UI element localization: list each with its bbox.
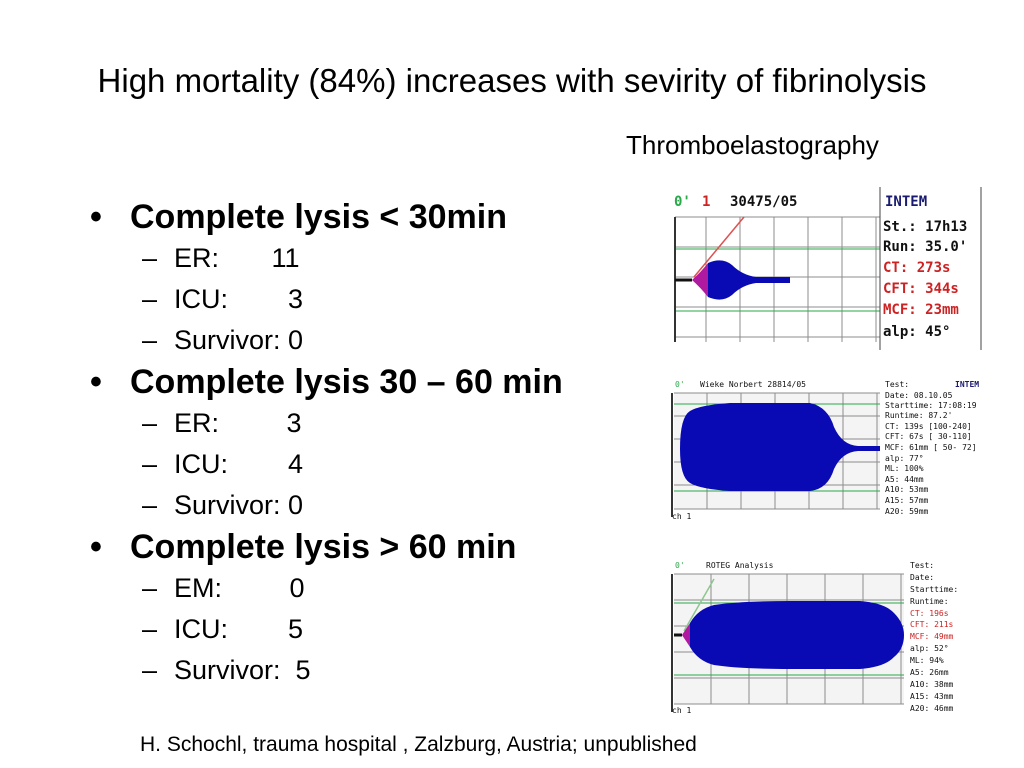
dash-icon: – bbox=[142, 573, 158, 603]
bullet-lysis-under-30: • Complete lysis < 30min bbox=[90, 196, 563, 238]
teg3-row: A10: 38mm bbox=[910, 680, 954, 689]
dash-icon: – bbox=[142, 490, 158, 520]
teg-trace-image-3: 0' ROTEG Analysis Test: Date: Starttime:… bbox=[670, 557, 976, 717]
sub-bullet-text: Survivor: 0 bbox=[174, 490, 304, 520]
sub-bullet: – Survivor: 0 bbox=[90, 485, 563, 526]
slide-title: High mortality (84%) increases with sevi… bbox=[97, 62, 927, 99]
teg2-row: A5: 44mm bbox=[885, 475, 924, 484]
sub-bullet: – ICU: 4 bbox=[90, 444, 563, 485]
teg2-row: Runtime: 87.2' bbox=[885, 411, 952, 420]
teg1-row: St.: 17h13 bbox=[883, 219, 967, 235]
bullet-label: Complete lysis 30 – 60 min bbox=[130, 363, 563, 401]
teg3-row: Runtime: bbox=[910, 597, 949, 606]
teg2-channel-label: ch 1 bbox=[672, 512, 691, 521]
teg1-row: Run: 35.0' bbox=[883, 239, 967, 255]
bullet-list: • Complete lysis < 30min – ER: 11 – ICU: 3 … bbox=[90, 196, 563, 691]
dash-icon: – bbox=[142, 408, 158, 438]
teg2-row: MCF: 61mm [ 50- 72] bbox=[885, 443, 977, 452]
dash-icon: – bbox=[142, 614, 158, 644]
sub-bullet: – ICU: 5 bbox=[90, 609, 563, 650]
teg2-row: A10: 53mm bbox=[885, 485, 929, 494]
teg3-row: MCF: 49mm bbox=[910, 632, 954, 641]
slide-subtitle: Thromboelastography bbox=[626, 130, 879, 160]
teg2-row: Starttime: 17:08:19 bbox=[885, 401, 977, 410]
teg3-row: ML: 94% bbox=[910, 656, 944, 665]
teg3-row: CT: 196s bbox=[910, 609, 949, 618]
teg1-time-label: 0' bbox=[674, 194, 691, 210]
sub-bullet-text: ICU: 5 bbox=[174, 614, 304, 644]
dash-icon: – bbox=[142, 449, 158, 479]
citation-footer: H. Schochl, trauma hospital , Zalzburg, … bbox=[140, 733, 697, 756]
sub-bullet: – Survivor: 0 bbox=[90, 320, 563, 361]
teg1-row: CFT: 344s bbox=[883, 281, 959, 297]
teg1-row: MCF: 23mm bbox=[883, 302, 959, 318]
bullet-label: Complete lysis < 30min bbox=[130, 198, 507, 236]
teg1-row: CT: 273s bbox=[883, 260, 950, 276]
bullet-icon: • bbox=[90, 363, 102, 401]
teg3-row: Test: bbox=[910, 561, 934, 570]
sub-bullet-text: ICU: 3 bbox=[174, 284, 304, 314]
teg2-row: alp: 77° bbox=[885, 454, 924, 463]
teg3-analysis-title: ROTEG Analysis bbox=[706, 561, 774, 570]
teg2-time-label: 0' bbox=[675, 380, 685, 389]
teg1-sample-id: 30475/05 bbox=[730, 194, 797, 210]
sub-bullet-text: Survivor: 5 bbox=[174, 655, 311, 685]
bullet-lysis-30-60: • Complete lysis 30 – 60 min bbox=[90, 361, 563, 403]
teg2-row: Date: 08.10.05 bbox=[885, 391, 953, 400]
teg3-time-label: 0' bbox=[675, 561, 685, 570]
teg2-row: A20: 59mm bbox=[885, 507, 929, 516]
teg-trace-image-2: 0' Wieke Norbert 28814/05 Test: INTEM Da… bbox=[670, 377, 984, 522]
sub-bullet: – ER: 3 bbox=[90, 403, 563, 444]
teg3-row: Date: bbox=[910, 573, 934, 582]
dash-icon: – bbox=[142, 655, 158, 685]
sub-bullet: – EM: 0 bbox=[90, 568, 563, 609]
teg2-row: ML: 100% bbox=[885, 464, 924, 473]
sub-bullet-text: Survivor: 0 bbox=[174, 325, 304, 355]
dash-icon: – bbox=[142, 243, 158, 273]
dash-icon: – bbox=[142, 284, 158, 314]
sub-bullet: – ICU: 3 bbox=[90, 279, 563, 320]
sub-bullet-text: EM: 0 bbox=[174, 573, 305, 603]
teg3-channel-label: ch 1 bbox=[672, 706, 691, 715]
teg2-row: A15: 57mm bbox=[885, 496, 929, 505]
bullet-icon: • bbox=[90, 198, 102, 236]
sub-bullet-text: ER: 11 bbox=[174, 243, 300, 273]
teg2-test-label: Test: bbox=[885, 380, 909, 389]
teg2-test-value: INTEM bbox=[955, 380, 979, 389]
bullet-label: Complete lysis > 60 min bbox=[130, 528, 517, 566]
teg2-patient-name: Wieke Norbert 28814/05 bbox=[700, 380, 806, 389]
teg1-test-label: INTEM bbox=[885, 194, 927, 210]
teg3-row: CFT: 211s bbox=[910, 620, 954, 629]
teg3-row: alp: 52° bbox=[910, 644, 949, 653]
bullet-icon: • bbox=[90, 528, 102, 566]
sub-bullet: – ER: 11 bbox=[90, 238, 563, 279]
teg2-row: CFT: 67s [ 30-110] bbox=[885, 432, 972, 441]
dash-icon: – bbox=[142, 325, 158, 355]
sub-bullet-text: ER: 3 bbox=[174, 408, 302, 438]
teg3-row: Starttime: bbox=[910, 585, 958, 594]
teg-trace-image-1: 0' 1 30475/05 INTEM St.: 17h13 Run: 35.0… bbox=[672, 187, 984, 350]
teg3-row: A15: 43mm bbox=[910, 692, 954, 701]
teg1-channel-label: 1 bbox=[702, 194, 710, 210]
teg3-row: A5: 26mm bbox=[910, 668, 949, 677]
teg2-row: CT: 139s [100-240] bbox=[885, 422, 972, 431]
teg3-row: A20: 46mm bbox=[910, 704, 954, 713]
bullet-lysis-over-60: • Complete lysis > 60 min bbox=[90, 526, 563, 568]
sub-bullet-text: ICU: 4 bbox=[174, 449, 304, 479]
teg1-row: alp: 45° bbox=[883, 324, 950, 340]
sub-bullet: – Survivor: 5 bbox=[90, 650, 563, 691]
